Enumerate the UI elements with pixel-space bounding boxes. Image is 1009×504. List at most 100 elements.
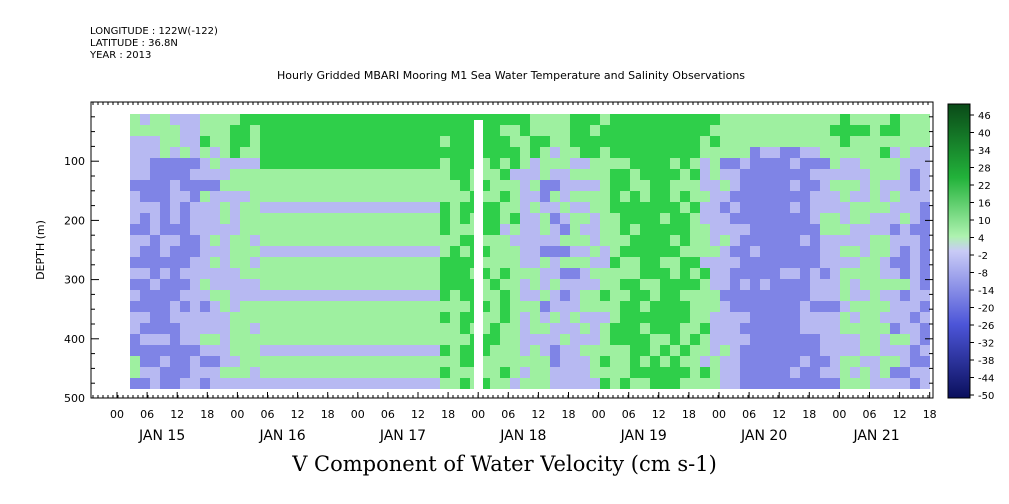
heatmap-cell: [480, 136, 490, 147]
heatmap-cell: [420, 114, 430, 125]
heatmap-cell: [510, 169, 520, 180]
heatmap-cell: [160, 301, 170, 312]
heatmap-cell: [830, 268, 840, 279]
heatmap-cell: [570, 378, 580, 389]
heatmap-cell: [680, 279, 690, 290]
heatmap-cell: [750, 147, 760, 158]
heatmap-cell: [660, 125, 670, 136]
heatmap-cell: [360, 213, 370, 224]
heatmap-cell: [570, 290, 580, 301]
heatmap-cell: [650, 246, 660, 257]
heatmap-cell: [640, 279, 650, 290]
heatmap-cell: [290, 235, 300, 246]
heatmap-cell: [770, 136, 780, 147]
heatmap-cell: [290, 345, 300, 356]
heatmap-cell: [690, 268, 700, 279]
heatmap-cell: [600, 224, 610, 235]
heatmap-cell: [520, 114, 530, 125]
heatmap-cell: [300, 257, 310, 268]
heatmap-cell: [620, 125, 630, 136]
heatmap-cell: [720, 235, 730, 246]
heatmap-cell: [820, 257, 830, 268]
x-hour-label: 00: [712, 408, 726, 421]
heatmap-cell: [770, 191, 780, 202]
heatmap-cell: [310, 334, 320, 345]
heatmap-cell: [290, 246, 300, 257]
heatmap-cell: [450, 136, 460, 147]
heatmap-cell: [890, 367, 900, 378]
heatmap-cell: [650, 235, 660, 246]
heatmap-cell: [780, 147, 790, 158]
heatmap-cell: [190, 169, 200, 180]
heatmap-cell: [740, 169, 750, 180]
heatmap-cell: [910, 290, 920, 301]
heatmap-cell: [630, 202, 640, 213]
heatmap-cell: [660, 290, 670, 301]
heatmap-cell: [900, 191, 910, 202]
heatmap-cell: [790, 345, 800, 356]
heatmap-cell: [560, 114, 570, 125]
heatmap-cell: [240, 378, 250, 389]
heatmap-cell: [720, 191, 730, 202]
heatmap-cell: [320, 136, 330, 147]
heatmap-cell: [920, 378, 930, 389]
heatmap-cell: [450, 180, 460, 191]
heatmap-cell: [560, 290, 570, 301]
heatmap-cell: [840, 158, 850, 169]
heatmap-cell: [390, 180, 400, 191]
heatmap-cell: [900, 356, 910, 367]
heatmap-cell: [140, 279, 150, 290]
heatmap-cell: [130, 345, 140, 356]
heatmap-cell: [800, 125, 810, 136]
heatmap-cell: [140, 136, 150, 147]
heatmap-cell: [380, 312, 390, 323]
heatmap-cell: [200, 268, 210, 279]
heatmap-cell: [780, 235, 790, 246]
heatmap-cell: [390, 235, 400, 246]
heatmap-cell: [440, 246, 450, 257]
heatmap-cell: [170, 169, 180, 180]
heatmap-cell: [560, 356, 570, 367]
heatmap-cell: [280, 158, 290, 169]
heatmap-cell: [150, 180, 160, 191]
heatmap-cell: [860, 334, 870, 345]
heatmap-cell: [130, 114, 140, 125]
heatmap-cell: [690, 356, 700, 367]
heatmap-cell: [460, 290, 470, 301]
heatmap-cell: [890, 235, 900, 246]
heatmap-cell: [860, 246, 870, 257]
heatmap-cell: [320, 125, 330, 136]
heatmap-cell: [350, 235, 360, 246]
heatmap-cell: [210, 268, 220, 279]
heatmap-cell: [260, 312, 270, 323]
heatmap-cell: [810, 312, 820, 323]
heatmap-cell: [900, 202, 910, 213]
heatmap-cell: [160, 290, 170, 301]
heatmap-cell: [180, 301, 190, 312]
heatmap-cell: [810, 125, 820, 136]
heatmap-cell: [530, 125, 540, 136]
heatmap-cell: [330, 279, 340, 290]
heatmap-cell: [370, 169, 380, 180]
heatmap-cell: [610, 378, 620, 389]
heatmap-cell: [790, 147, 800, 158]
heatmap-cell: [490, 136, 500, 147]
heatmap-cell: [140, 367, 150, 378]
heatmap-cell: [660, 323, 670, 334]
heatmap-cell: [200, 301, 210, 312]
heatmap-cell: [350, 356, 360, 367]
heatmap-cell: [300, 345, 310, 356]
heatmap-cell: [790, 125, 800, 136]
heatmap-cell: [580, 334, 590, 345]
heatmap-cell: [540, 169, 550, 180]
heatmap-cell: [460, 224, 470, 235]
heatmap-cell: [370, 246, 380, 257]
heatmap-cell: [490, 257, 500, 268]
heatmap-cell: [140, 356, 150, 367]
heatmap-cell: [850, 202, 860, 213]
heatmap-cell: [170, 180, 180, 191]
heatmap-cell: [560, 147, 570, 158]
heatmap-cell: [270, 345, 280, 356]
heatmap-cell: [670, 224, 680, 235]
heatmap-cell: [910, 367, 920, 378]
